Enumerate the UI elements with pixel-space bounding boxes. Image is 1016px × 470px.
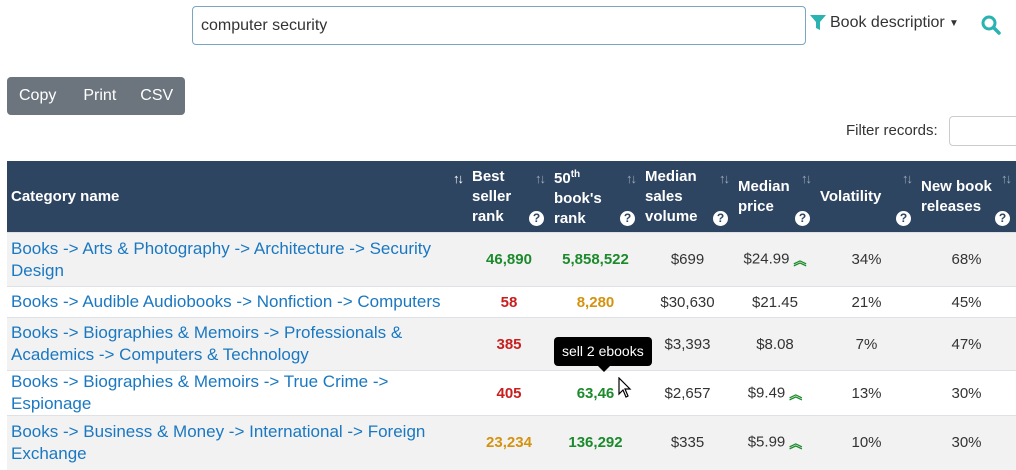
mouse-cursor-icon: [618, 377, 632, 398]
chevron-down-icon: ▼: [949, 17, 959, 29]
volatility: 13%: [816, 370, 917, 416]
category-link[interactable]: Books -> Arts & Photography -> Architect…: [7, 232, 468, 287]
median-sales: $2,657: [641, 370, 734, 416]
new-releases: 30%: [917, 415, 1016, 470]
column-header-new-releases[interactable]: New book releases ↑↓ ?: [917, 161, 1016, 233]
category-link[interactable]: Books -> Biographies & Memoirs -> True C…: [7, 370, 468, 416]
sort-icon: ↑↓: [902, 171, 913, 186]
sort-icon: ↑↓: [1001, 171, 1012, 186]
volatility: 21%: [816, 286, 917, 318]
median-price: $8.08: [734, 317, 816, 371]
best-seller-rank: 385: [468, 317, 550, 371]
column-label: New book releases: [921, 177, 992, 215]
column-label: 50th book's rank: [554, 168, 602, 227]
table-row: Books -> Audible Audiobooks -> Nonfictio…: [7, 286, 1016, 318]
categories-table: Category name ↑↓ Best seller rank ↑↓ ? 5…: [7, 161, 1016, 470]
median-price: $21.45: [734, 286, 816, 318]
column-label: Best seller rank: [472, 167, 512, 225]
best-seller-rank: 46,890: [468, 232, 550, 287]
help-icon[interactable]: ?: [529, 211, 544, 226]
help-icon[interactable]: ?: [620, 211, 635, 226]
filter-records-label: Filter records:: [846, 122, 938, 139]
rank-50th: 5,858,522: [550, 232, 641, 287]
help-icon[interactable]: ?: [795, 211, 810, 226]
column-label: Median price: [738, 177, 790, 215]
volatility: 7%: [816, 317, 917, 371]
median-sales: $3,393: [641, 317, 734, 371]
double-chevron-up-icon: ︽: [789, 436, 803, 452]
filter-records-input[interactable]: [949, 116, 1016, 146]
help-icon[interactable]: ?: [995, 211, 1010, 226]
table-header-row: Category name ↑↓ Best seller rank ↑↓ ? 5…: [7, 161, 1016, 233]
tooltip: sell 2 ebooks: [554, 337, 652, 372]
sort-icon: ↑↓: [801, 171, 812, 186]
sort-icon: ↑↓: [719, 171, 730, 186]
sort-icon: ↑↓: [626, 171, 637, 186]
column-header-best-seller[interactable]: Best seller rank ↑↓ ?: [468, 161, 550, 233]
median-price-cell: $24.99 ︽: [734, 232, 816, 287]
median-sales: $30,630: [641, 286, 734, 318]
median-sales: $335: [641, 415, 734, 470]
new-releases: 30%: [917, 370, 1016, 416]
new-releases: 68%: [917, 232, 1016, 287]
median-sales: $699: [641, 232, 734, 287]
best-seller-rank: 23,234: [468, 415, 550, 470]
search-field-dropdown[interactable]: Book descriptior ▼: [810, 14, 959, 32]
new-releases: 45%: [917, 286, 1016, 318]
column-header-median-price[interactable]: Median price ↑↓ ?: [734, 161, 816, 233]
copy-button[interactable]: Copy: [19, 87, 57, 104]
column-header-category[interactable]: Category name ↑↓: [7, 161, 468, 233]
table-row: Books -> Biographies & Memoirs -> True C…: [7, 370, 1016, 416]
median-price: $24.99: [743, 250, 790, 268]
help-icon[interactable]: ?: [713, 211, 728, 226]
median-price-cell: $5.99 ︽: [734, 415, 816, 470]
double-chevron-up-icon: ︽: [793, 253, 807, 268]
column-header-volatility[interactable]: Volatility ↑↓ ?: [816, 161, 917, 233]
volatility: 10%: [816, 415, 917, 470]
print-button[interactable]: Print: [83, 87, 117, 104]
category-link[interactable]: Books -> Business & Money -> Internation…: [7, 415, 468, 470]
search-icon[interactable]: [980, 14, 1002, 36]
table-row: Books -> Biographies & Memoirs -> Profes…: [7, 317, 1016, 371]
column-label: Median sales volume: [645, 167, 698, 225]
column-label: Category name: [11, 187, 120, 205]
column-header-50th-rank[interactable]: 50th book's rank ↑↓ ?: [550, 161, 641, 233]
sort-icon: ↑↓: [453, 171, 464, 186]
rank-50th: 136,292: [550, 415, 641, 470]
export-button-group: Copy Print CSV: [7, 77, 186, 115]
column-header-median-sales[interactable]: Median sales volume ↑↓ ?: [641, 161, 734, 233]
double-chevron-up-icon: ︽: [789, 386, 803, 402]
help-icon[interactable]: ?: [896, 211, 911, 226]
new-releases: 47%: [917, 317, 1016, 371]
filter-icon: [810, 15, 826, 30]
table-row: Books -> Business & Money -> Internation…: [7, 415, 1016, 470]
sort-icon: ↑↓: [535, 171, 546, 186]
csv-button[interactable]: CSV: [140, 87, 174, 104]
search-field-label: Book descriptior: [830, 14, 945, 31]
category-link[interactable]: Books -> Biographies & Memoirs -> Profes…: [7, 317, 468, 371]
rank-50th: 8,280: [550, 286, 641, 318]
category-link[interactable]: Books -> Audible Audiobooks -> Nonfictio…: [7, 286, 468, 318]
best-seller-rank: 405: [468, 370, 550, 416]
median-price-cell: $9.49 ︽: [734, 370, 816, 416]
column-label: Volatility: [820, 187, 882, 205]
search-input[interactable]: [192, 6, 806, 45]
table-row: Books -> Arts & Photography -> Architect…: [7, 232, 1016, 287]
best-seller-rank: 58: [468, 286, 550, 318]
median-price: $5.99: [747, 433, 786, 451]
median-price: $9.49: [747, 383, 786, 401]
volatility: 34%: [816, 232, 917, 287]
